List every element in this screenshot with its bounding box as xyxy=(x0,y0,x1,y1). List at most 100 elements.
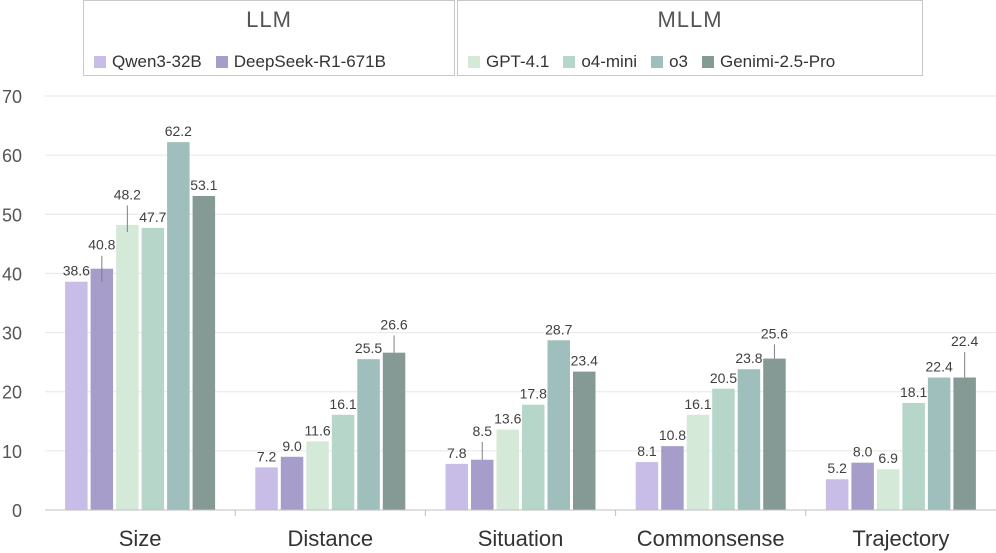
bar-deepseek-r1-671b-commonsense xyxy=(661,446,684,510)
bar-genimi-2-5-pro-distance xyxy=(382,352,406,510)
legend-item-genimi-2-5-pro: Genimi-2.5-Pro xyxy=(701,52,836,72)
x-category-label: Distance xyxy=(288,526,374,551)
data-label: 13.6 xyxy=(494,411,521,427)
data-label: 28.7 xyxy=(545,321,572,337)
legend-group-title-llm: LLM xyxy=(246,7,292,32)
bar-o3-size xyxy=(167,142,190,511)
data-label: 62.2 xyxy=(165,123,192,139)
x-category-label: Situation xyxy=(478,526,564,551)
legend-item-qwen3-32b: Qwen3-32B xyxy=(94,52,202,72)
data-label: 18.1 xyxy=(900,384,927,400)
data-label: 17.8 xyxy=(520,386,547,402)
data-label: 22.4 xyxy=(926,359,953,375)
data-label: 11.6 xyxy=(304,422,330,438)
legend-label: Genimi-2.5-Pro xyxy=(719,52,836,71)
bar-qwen3-32b-trajectory xyxy=(825,479,849,510)
bar-o4-mini-trajectory xyxy=(902,402,925,510)
data-label: 26.6 xyxy=(380,317,407,333)
legend-item-o4-mini: o4-mini xyxy=(563,52,637,72)
bar-o3-situation xyxy=(547,340,570,510)
data-label: 40.8 xyxy=(88,237,115,253)
data-label: 10.8 xyxy=(659,427,686,443)
legend-item-o3: o3 xyxy=(651,52,688,72)
legend-item-deepseek-r1-671b: DeepSeek-R1-671B xyxy=(215,52,386,72)
y-tick-label: 20 xyxy=(2,383,22,403)
bar-gpt-4-1-situation xyxy=(496,429,519,510)
legend-item-gpt-4-1: GPT-4.1 xyxy=(468,52,549,72)
data-label: 20.5 xyxy=(710,370,737,386)
bar-genimi-2-5-pro-size xyxy=(192,195,216,511)
data-label: 7.2 xyxy=(257,448,277,464)
legend-swatch xyxy=(468,56,480,68)
legend-llm: LLM Qwen3-32B DeepSeek-R1-671B xyxy=(83,0,455,76)
data-label: 48.2 xyxy=(114,186,141,202)
data-label: 5.2 xyxy=(827,460,847,476)
data-label: 8.5 xyxy=(473,423,493,439)
bar-genimi-2-5-pro-situation xyxy=(573,371,596,510)
data-label: 25.6 xyxy=(761,325,788,341)
data-label: 38.6 xyxy=(63,263,90,279)
legend-label: o4-mini xyxy=(581,52,638,71)
data-label: 6.9 xyxy=(878,450,898,466)
legend-label: o3 xyxy=(669,52,688,71)
x-category-label: Trajectory xyxy=(852,526,949,551)
data-label: 16.1 xyxy=(684,396,711,412)
legend-items-llm: Qwen3-32B DeepSeek-R1-671B xyxy=(94,49,448,75)
legend-label: DeepSeek-R1-671B xyxy=(233,52,386,71)
data-label: 22.4 xyxy=(951,333,978,349)
legend-swatch xyxy=(94,56,106,68)
bar-o3-distance xyxy=(357,359,380,510)
y-tick-label: 40 xyxy=(2,264,22,284)
bar-qwen3-32b-situation xyxy=(445,463,468,510)
bar-o4-mini-size xyxy=(141,227,165,511)
bar-gpt-4-1-commonsense xyxy=(686,414,710,510)
data-label: 8.0 xyxy=(853,444,873,460)
y-tick-label: 70 xyxy=(2,87,22,107)
y-tick-label: 50 xyxy=(2,205,22,225)
data-label: 47.7 xyxy=(139,209,166,225)
bar-o3-commonsense xyxy=(737,369,761,510)
bar-gpt-4-1-distance xyxy=(306,441,329,510)
bar-o4-mini-commonsense xyxy=(712,388,735,510)
data-label: 23.4 xyxy=(571,353,598,369)
y-axis: 0 10 20 30 40 50 60 70 xyxy=(2,87,22,521)
data-label: 16.1 xyxy=(329,396,356,412)
legend-label: Qwen3-32B xyxy=(112,52,202,71)
bar-deepseek-r1-671b-situation xyxy=(471,459,494,510)
legend-items-mllm: GPT-4.1 o4-mini o3 Genimi-2.5-Pro xyxy=(468,49,916,75)
bar-deepseek-r1-671b-trajectory xyxy=(851,462,874,510)
legend-swatch xyxy=(701,56,714,68)
bars xyxy=(65,142,976,511)
x-category-label: Size xyxy=(119,526,162,551)
x-axis: Size Distance Situation Commonsense Trajecto… xyxy=(45,509,996,551)
bar-deepseek-r1-671b-size xyxy=(90,268,114,510)
bar-gpt-4-1-trajectory xyxy=(876,469,900,510)
legend-mllm: MLLM GPT-4.1 o4-mini o3 Genimi-2.5-Pro xyxy=(457,0,923,76)
data-label: 25.5 xyxy=(355,340,382,356)
y-tick-label: 0 xyxy=(12,501,22,521)
data-label: 23.8 xyxy=(735,350,762,366)
data-label: 9.0 xyxy=(282,438,302,454)
bar-qwen3-32b-size xyxy=(65,281,88,510)
bar-genimi-2-5-pro-trajectory xyxy=(953,377,976,510)
bar-o3-trajectory xyxy=(927,377,951,510)
data-labels: 38.6 40.8 48.2 47.7 62.2 53.1 7.2 9.011.6 16.1 25… xyxy=(63,123,979,476)
bar-qwen3-32b-commonsense xyxy=(635,462,659,510)
legend-swatch xyxy=(215,56,228,68)
data-label: 8.1 xyxy=(637,443,657,459)
y-tick-label: 30 xyxy=(2,324,22,344)
bar-genimi-2-5-pro-commonsense xyxy=(763,358,786,510)
legend-label: GPT-4.1 xyxy=(486,52,550,71)
error-bars xyxy=(101,205,966,460)
bar-gpt-4-1-size xyxy=(116,224,139,510)
y-tick-label: 60 xyxy=(2,146,22,166)
bar-o4-mini-distance xyxy=(331,414,355,510)
data-label: 7.8 xyxy=(447,445,467,461)
y-tick-label: 10 xyxy=(2,442,22,462)
x-category-label: Commonsense xyxy=(637,526,785,551)
legend-group-title-mllm: MLLM xyxy=(657,7,723,32)
bar-o4-mini-situation xyxy=(522,404,545,510)
bar-deepseek-r1-671b-distance xyxy=(280,456,304,510)
legend-swatch xyxy=(563,56,576,68)
